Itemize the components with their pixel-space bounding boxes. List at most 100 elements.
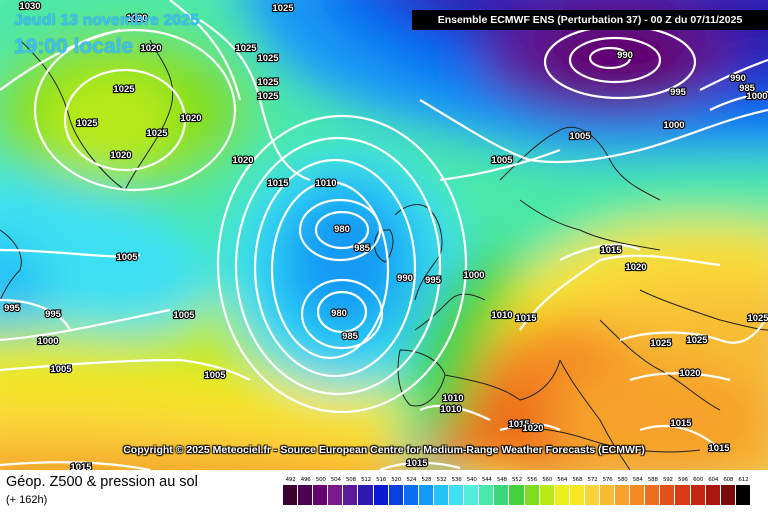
lead-time: (+ 162h) <box>6 494 48 506</box>
scale-swatch <box>298 485 314 505</box>
scale-label: 608 <box>723 477 734 483</box>
scale-swatch <box>615 485 631 505</box>
scale-label: 520 <box>391 477 402 483</box>
color-scale: 492 496 500 504 508 512 516 520 524 528 532 536 540 5… <box>283 477 751 505</box>
isobar-label: 1010 <box>315 178 336 189</box>
scale-swatch <box>328 485 344 505</box>
isobar-label: 1015 <box>708 443 730 454</box>
scale-label: 584 <box>632 477 643 483</box>
isobar-label: 985 <box>354 243 371 254</box>
scale-label: 576 <box>602 477 613 483</box>
scale-swatch <box>569 485 585 505</box>
scale-swatch <box>539 485 555 505</box>
isobar-label: 1015 <box>515 313 537 324</box>
isobar-label: 1005 <box>50 364 72 375</box>
scale-label: 564 <box>557 477 568 483</box>
scale-swatch <box>479 485 495 505</box>
scale-swatch <box>584 485 600 505</box>
scale-label: 568 <box>572 477 583 483</box>
scale-swatch <box>720 485 736 505</box>
isobar-label: 1025 <box>650 338 672 349</box>
isobar-label: 1015 <box>670 418 692 429</box>
scale-swatch <box>705 485 721 505</box>
isobar-label: 1005 <box>569 131 591 142</box>
scale-label: 560 <box>542 477 553 483</box>
isobar-label: 990 <box>730 73 746 84</box>
scale-swatch <box>509 485 525 505</box>
isobar-label: 1010 <box>491 310 512 321</box>
isobar-label: 1025 <box>747 313 768 324</box>
scale-swatch <box>524 485 540 505</box>
scale-label: 496 <box>300 477 311 483</box>
scale-label: 512 <box>361 477 371 483</box>
copyright-notice: Copyright © 2025 Meteociel.fr - Source E… <box>123 444 645 456</box>
isobar-label: 1000 <box>746 91 767 102</box>
isobar-label: 1000 <box>37 336 58 347</box>
isobar-label: 1025 <box>257 53 279 64</box>
isobar-label: 995 <box>45 309 62 320</box>
scale-label: 548 <box>496 477 507 483</box>
scale-label: 604 <box>708 477 719 483</box>
isobar-label: 1020 <box>126 13 147 24</box>
isobar-label: 1010 <box>440 404 461 415</box>
forecast-map: 1030 1025 1020 1020 1025 1025 1025 1025 1025 1025… <box>0 0 768 470</box>
scale-label: 592 <box>662 477 673 483</box>
scale-label: 552 <box>512 477 522 483</box>
isobar-label: 995 <box>4 303 21 314</box>
isobar-label: 1025 <box>257 91 279 102</box>
scale-label: 508 <box>345 477 356 483</box>
scale-swatch <box>388 485 404 505</box>
forecast-local-time: 19:00 locale <box>14 35 134 58</box>
scale-label: 580 <box>617 477 628 483</box>
isobars <box>0 0 768 470</box>
scale-swatch <box>418 485 434 505</box>
isobar-label: 1005 <box>116 252 138 263</box>
isobar-label: 980 <box>331 308 347 319</box>
isobar-label: 1020 <box>625 262 646 273</box>
scale-swatch <box>554 485 570 505</box>
isobar-label: 1000 <box>663 120 684 131</box>
scale-swatch <box>660 485 676 505</box>
scale-label: 516 <box>376 477 387 483</box>
isobar-label: 1020 <box>679 368 700 379</box>
color-scale-labels: 492 496 500 504 508 512 516 520 524 528 532 536 540 5… <box>283 477 751 483</box>
scale-swatch <box>343 485 359 505</box>
isobar-label: 990 <box>617 50 633 61</box>
isobar-label: 1015 <box>406 458 428 469</box>
scale-label: 556 <box>527 477 537 483</box>
scale-label: 492 <box>285 477 296 483</box>
scale-swatch <box>645 485 661 505</box>
isobar-label: 1025 <box>257 77 279 88</box>
isobar-label: 1005 <box>491 155 513 166</box>
isobar-label: 995 <box>670 87 687 98</box>
isobar-label: 990 <box>397 273 413 284</box>
scale-label: 596 <box>678 477 688 483</box>
scale-label: 600 <box>693 477 704 483</box>
isobar-label: 1015 <box>267 178 289 189</box>
scale-swatch <box>494 485 510 505</box>
scale-label: 504 <box>330 477 341 483</box>
isobar-label: 1000 <box>463 270 484 281</box>
scale-swatch <box>283 485 299 505</box>
model-run-info: Ensemble ECMWF ENS (Perturbation 37) - 0… <box>412 10 768 30</box>
isobar-label: 1010 <box>442 393 463 404</box>
isobar-label: 995 <box>425 275 442 286</box>
isobar-label: 1020 <box>180 113 201 124</box>
isobar-label: 985 <box>342 331 359 342</box>
scale-swatch <box>464 485 480 505</box>
isobar-label: 1015 <box>508 419 530 430</box>
isobar-label: 1020 <box>232 155 253 166</box>
isobar-label: 980 <box>334 224 350 235</box>
isobar-label: 1025 <box>272 3 294 14</box>
scale-label: 536 <box>451 477 462 483</box>
scale-swatch <box>313 485 329 505</box>
isobar-label: 1020 <box>522 423 543 434</box>
scale-swatch <box>675 485 691 505</box>
scale-label: 572 <box>587 477 598 483</box>
scale-label: 528 <box>421 477 432 483</box>
isobar-label: 1025 <box>76 118 98 129</box>
scale-swatch <box>630 485 646 505</box>
scale-swatch <box>358 485 374 505</box>
scale-label: 588 <box>647 477 658 483</box>
